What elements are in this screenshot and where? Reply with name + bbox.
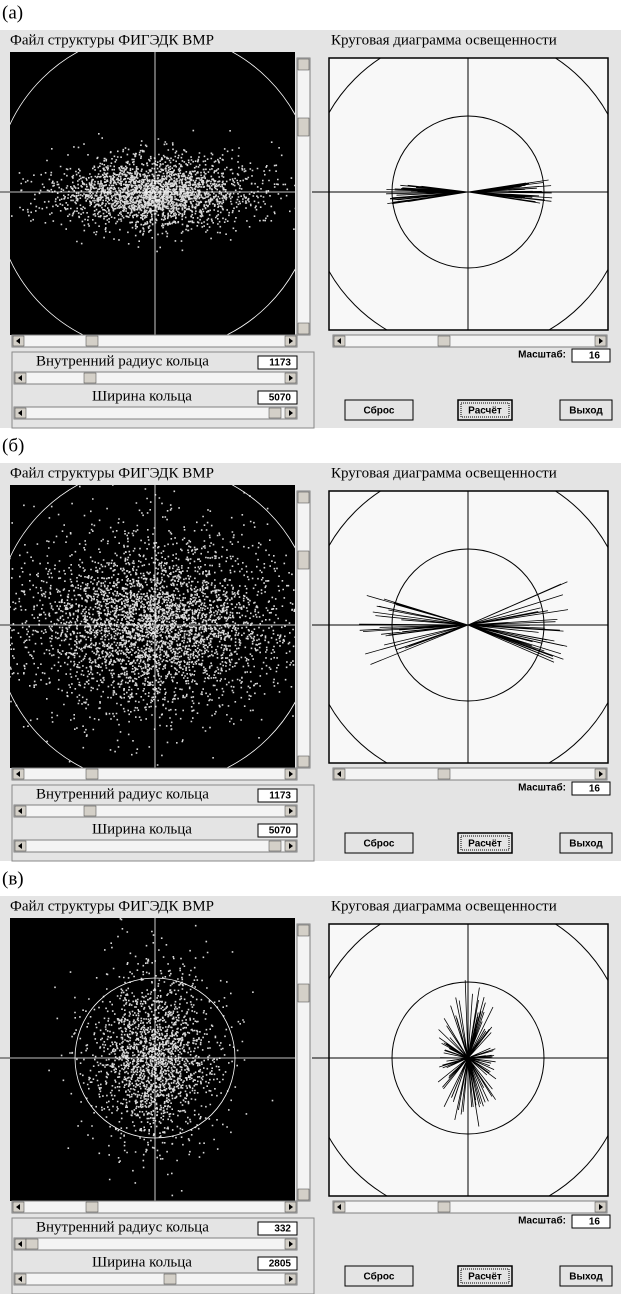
scroll-thumb[interactable] bbox=[298, 984, 309, 1002]
button-label[interactable]: Сброс bbox=[364, 838, 395, 850]
screenshot: (а) Файл структуры ФИГЭДК ВМР Круговая диа… bbox=[0, 0, 621, 1294]
h-scrollbar[interactable] bbox=[12, 1201, 297, 1213]
scroll-thumb[interactable] bbox=[26, 1239, 38, 1249]
ring-width-label: Ширина кольца bbox=[92, 388, 192, 404]
file-title: Файл структуры ФИГЭДК ВМР bbox=[10, 465, 214, 481]
inner-radius-slider[interactable] bbox=[14, 1238, 297, 1250]
button-label[interactable]: Выход bbox=[569, 1272, 603, 1283]
ring-width-label: Ширина кольца bbox=[92, 1254, 192, 1270]
button-label[interactable]: Выход bbox=[569, 839, 603, 850]
scroll-thumb[interactable] bbox=[164, 1274, 176, 1284]
scroll-thumb[interactable] bbox=[298, 118, 309, 136]
scroll-thumb[interactable] bbox=[86, 769, 98, 779]
v-scrollbar[interactable] bbox=[297, 924, 310, 1201]
diagram-title: Круговая диаграмма освещенности bbox=[331, 465, 557, 481]
button-label[interactable]: Выход bbox=[569, 406, 603, 417]
scroll-thumb[interactable] bbox=[84, 806, 96, 816]
h-scrollbar[interactable] bbox=[12, 335, 297, 347]
inner-radius-slider[interactable] bbox=[14, 372, 297, 384]
inner-radius-label: Внутренний радиус кольца bbox=[36, 353, 209, 369]
button-label[interactable]: Расчёт bbox=[468, 839, 502, 850]
scroll-thumb[interactable] bbox=[86, 336, 98, 346]
scale-label: Масштаб: bbox=[518, 1215, 566, 1227]
inner-radius-label: Внутренний радиус кольца bbox=[36, 1219, 209, 1235]
scale-value[interactable]: 16 bbox=[589, 784, 601, 795]
ring-width-label: Ширина кольца bbox=[92, 821, 192, 837]
v-scrollbar[interactable] bbox=[297, 491, 310, 768]
file-title: Файл структуры ФИГЭДК ВМР bbox=[10, 32, 214, 48]
h-scrollbar[interactable] bbox=[333, 1201, 607, 1213]
scroll-thumb[interactable] bbox=[86, 1202, 98, 1212]
scroll-arrow-up[interactable] bbox=[298, 492, 309, 503]
scroll-thumb[interactable] bbox=[438, 336, 450, 346]
scroll-thumb[interactable] bbox=[269, 408, 281, 418]
scroll-thumb[interactable] bbox=[298, 551, 309, 569]
scroll-arrow-up[interactable] bbox=[298, 59, 309, 70]
diagram-title: Круговая диаграмма освещенности bbox=[331, 898, 557, 914]
inner-radius-value[interactable]: 332 bbox=[274, 1224, 291, 1235]
scroll-thumb[interactable] bbox=[84, 373, 96, 383]
scroll-arrow-down[interactable] bbox=[298, 756, 309, 767]
panel: (б) Файл структуры ФИГЭДК ВМР Круговая диа… bbox=[0, 435, 621, 861]
panel-label: (а) bbox=[2, 2, 23, 23]
ring-width-value[interactable]: 5070 bbox=[269, 826, 292, 837]
h-scrollbar[interactable] bbox=[333, 335, 607, 347]
ring-width-value[interactable]: 2805 bbox=[269, 1259, 292, 1270]
panel-label: (в) bbox=[2, 868, 24, 889]
inner-radius-slider[interactable] bbox=[14, 805, 297, 817]
ring-width-value[interactable]: 5070 bbox=[269, 393, 292, 404]
button-label[interactable]: Расчёт bbox=[468, 406, 502, 417]
scroll-arrow-down[interactable] bbox=[298, 1189, 309, 1200]
file-title: Файл структуры ФИГЭДК ВМР bbox=[10, 898, 214, 914]
page: (а) Файл структуры ФИГЭДК ВМР Круговая диа… bbox=[0, 0, 621, 1294]
v-scrollbar[interactable] bbox=[297, 58, 310, 335]
scroll-thumb[interactable] bbox=[269, 841, 281, 851]
scale-value[interactable]: 16 bbox=[589, 351, 601, 362]
panel: (а) Файл структуры ФИГЭДК ВМР Круговая диа… bbox=[0, 2, 621, 428]
button-label[interactable]: Расчёт bbox=[468, 1272, 502, 1283]
ring-width-slider[interactable] bbox=[14, 1273, 297, 1285]
scale-label: Масштаб: bbox=[518, 782, 566, 794]
h-scrollbar[interactable] bbox=[12, 768, 297, 780]
scroll-thumb[interactable] bbox=[438, 769, 450, 779]
scale-label: Масштаб: bbox=[518, 349, 566, 361]
ring-width-slider[interactable] bbox=[14, 407, 297, 419]
button-label[interactable]: Сброс bbox=[364, 405, 395, 417]
ring-width-slider[interactable] bbox=[14, 840, 297, 852]
panel: (в) Файл структуры ФИГЭДК ВМР Круговая диа… bbox=[0, 868, 621, 1294]
panel-label: (б) bbox=[2, 435, 24, 456]
inner-radius-value[interactable]: 1173 bbox=[269, 358, 291, 369]
scale-value[interactable]: 16 bbox=[589, 1217, 601, 1228]
inner-radius-value[interactable]: 1173 bbox=[269, 791, 291, 802]
scroll-arrow-down[interactable] bbox=[298, 323, 309, 334]
scroll-thumb[interactable] bbox=[438, 1202, 450, 1212]
diagram-title: Круговая диаграмма освещенности bbox=[331, 32, 557, 48]
inner-radius-label: Внутренний радиус кольца bbox=[36, 786, 209, 802]
scroll-arrow-up[interactable] bbox=[298, 925, 309, 936]
h-scrollbar[interactable] bbox=[333, 768, 607, 780]
structure-image bbox=[10, 918, 295, 1201]
button-label[interactable]: Сброс bbox=[364, 1271, 395, 1283]
